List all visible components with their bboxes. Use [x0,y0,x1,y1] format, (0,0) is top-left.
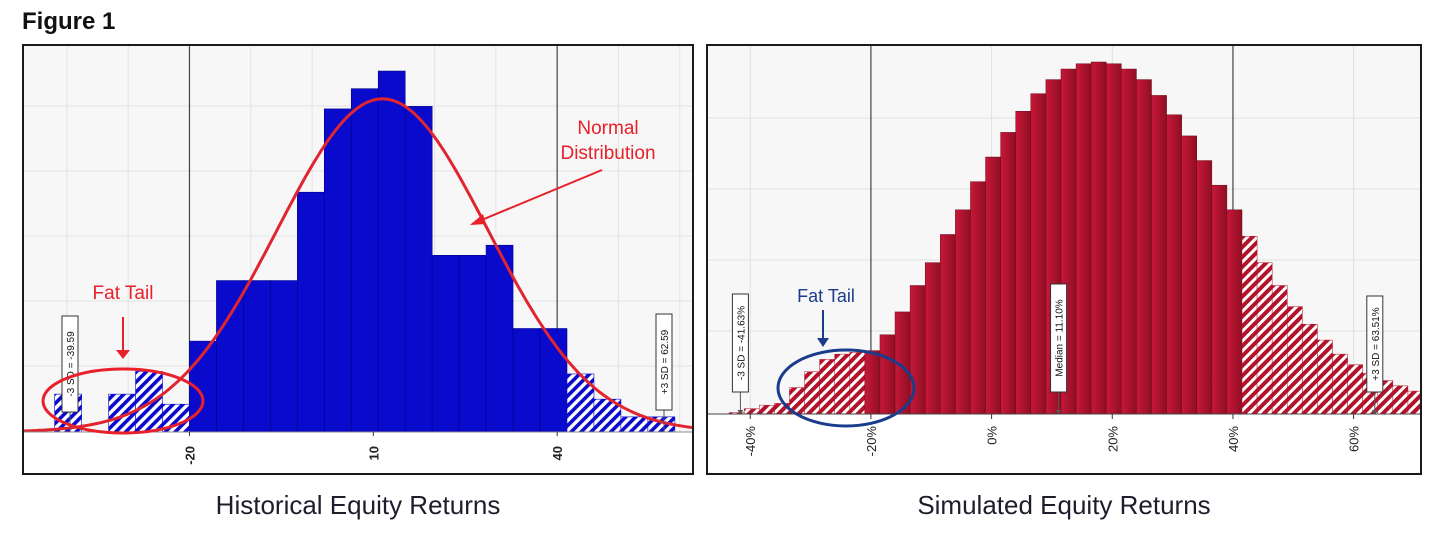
x-tick-label: 0% [985,426,1000,445]
hatched-bar [834,353,851,415]
sd-marker: -3 SD = -39.59 [61,315,79,432]
sd-marker-label: +3 SD = 62.59 [660,329,671,394]
fat-tail-circle [41,367,205,435]
hatched-bar [743,408,760,415]
normal-distribution-curve [24,97,692,433]
annotation-arrow-normal [471,169,603,225]
bar [1121,68,1137,415]
x-tick-label: 10 [366,446,381,460]
historical-caption: Historical Equity Returns [215,490,501,520]
hatched-bar [1332,353,1348,415]
bar [323,108,352,433]
bar [970,181,986,415]
hatched-bar [1271,285,1288,415]
bar [297,191,325,433]
hatched-bar [759,404,775,415]
bar [270,280,298,433]
bar [458,255,487,433]
bar [924,262,941,415]
hatched-bar [1317,339,1333,415]
hatched-bar [620,416,649,433]
bar [1075,63,1092,415]
bar [377,70,406,433]
bar [431,255,460,433]
simulated-caption: Simulated Equity Returns [917,490,1211,520]
x-tick-label: 60% [1347,426,1362,452]
hatched-bar [1256,262,1273,415]
hatched-bar [1392,385,1409,415]
x-tick-label: 40% [1226,426,1241,452]
hatched-bar [1241,235,1258,415]
hatched-bar [849,352,866,415]
bar [350,88,379,433]
sd-marker-box [1050,283,1068,393]
annotation-normal: Normal [577,118,638,139]
annotation-distribution: Distribution [560,143,655,164]
bar [1015,111,1032,415]
annotation-fat-tail: Fat Tail [93,283,154,304]
hatched-bar [1302,323,1318,415]
simulated-histogram-svg: -40% -20% 0% 20% 40% 60% -3 SD = -41.63% Median… [708,46,1420,457]
bar [512,328,541,433]
historical-chart-panel: -20 10 40 -3 SD = -39.59 +3 SD = 62.59 Normal… [22,44,694,475]
figure-label: Figure 1 [22,8,116,35]
x-tick-label: -20% [864,426,879,457]
bar [864,350,881,415]
arrowhead [116,350,130,359]
bar [1166,114,1182,415]
sd-marker-box [731,293,749,393]
sd-marker-label: -3 SD = -39.59 [66,331,77,397]
bar [1136,79,1152,415]
sd-marker-arrow [1055,410,1062,414]
bar [879,334,896,415]
bar [404,106,433,433]
x-axis-area [24,433,692,473]
bar [1000,132,1016,415]
hatched-bar [1287,306,1303,415]
bar [1090,61,1107,415]
bar [243,280,271,433]
x-tick-label: 20% [1105,426,1120,452]
x-tick-label: -40% [743,426,758,457]
hatched-bar [1407,390,1420,415]
sd-marker-arrow [737,410,744,414]
sd-marker: +3 SD = 62.59 [655,313,673,432]
sd-marker: Median = 11.10% [1050,283,1068,414]
hatched-bar [819,359,835,415]
historical-histogram-svg: -20 10 40 -3 SD = -39.59 +3 SD = 62.59 Normal… [24,46,692,473]
sd-marker-label: -3 SD = -41.63% [736,306,747,380]
hatched-bar [1347,364,1363,415]
sd-marker-box [1366,295,1384,393]
arrowhead [817,338,829,347]
annotation-fat-tail: Fat Tail [797,286,855,306]
bar [1211,184,1228,415]
x-tick-label: 40 [550,446,565,460]
arrowhead [470,214,486,225]
sd-marker-label: Median = 11.10% [1055,299,1066,376]
sd-marker-label: +3 SD = 63.51% [1371,307,1382,380]
sd-marker: +3 SD = 63.51% [1366,295,1384,414]
fat-tail-circle [776,348,916,428]
sd-marker-arrow [1371,410,1378,414]
x-tick-label: -20 [182,446,197,465]
hatched-bar [804,371,820,415]
bar [1151,95,1167,415]
bar [1226,209,1243,415]
bar [1181,135,1197,415]
bar [1196,160,1213,415]
sd-marker: -3 SD = -41.63% [731,293,749,414]
sd-marker-box [61,315,79,413]
bar [216,280,244,433]
bar [485,244,514,433]
bar [1105,63,1122,415]
sd-marker-box [655,313,673,411]
simulated-chart-panel: -40% -20% 0% 20% 40% 60% -3 SD = -41.63% Median… [706,44,1422,475]
bar [955,209,971,415]
bar [985,156,1001,415]
bar [940,234,956,415]
bar [539,328,568,433]
bar [1030,93,1047,415]
